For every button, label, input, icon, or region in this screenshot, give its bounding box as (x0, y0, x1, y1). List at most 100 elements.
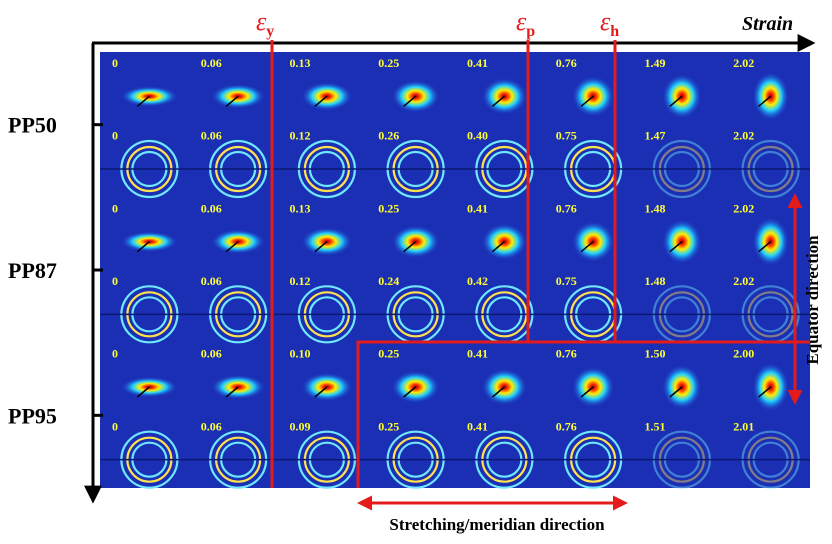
pattern-cell: 0 (100, 274, 189, 344)
pattern-cell: 0.42 (455, 274, 544, 344)
strain-label: 2.02 (733, 56, 754, 70)
beamstop (669, 241, 683, 253)
strain-label: 1.49 (645, 56, 666, 70)
strain-label: 0.25 (378, 347, 399, 361)
beamstop (314, 241, 328, 253)
strain-label: 0 (112, 419, 118, 433)
beamstop (403, 241, 417, 253)
strain-label: 0.06 (201, 56, 222, 70)
strain-label: 2.02 (733, 201, 754, 215)
pattern-cell: 0.25 (366, 419, 455, 489)
strain-label: 0 (112, 201, 118, 215)
pattern-cell: 0.12 (277, 129, 367, 199)
pattern-cell: 2.01 (721, 419, 810, 489)
beamstop (225, 386, 239, 398)
pattern-cell: 0.41 (467, 347, 527, 405)
strain-label: 0.13 (290, 56, 311, 70)
strain-label: 2.02 (733, 274, 754, 288)
strain-label: 0 (112, 129, 118, 143)
marker-y: εy (256, 7, 274, 40)
pattern-cell: 0 (100, 129, 189, 199)
strain-label: 2.01 (733, 419, 754, 433)
marker-h: εh (600, 7, 619, 40)
strain-label: 0.41 (467, 201, 488, 215)
pattern-cell: 0.10 (290, 347, 353, 401)
pattern-cell: 0.12 (277, 274, 367, 344)
beamstop (225, 241, 239, 253)
strain-label: 0.26 (378, 129, 399, 143)
beamstop (403, 386, 417, 398)
sample-label: PP50 (8, 113, 57, 138)
strain-label: 0.10 (290, 347, 311, 361)
beamstop (403, 95, 417, 107)
pattern-cell: 0.41 (467, 56, 527, 115)
sample-label: PP87 (8, 258, 57, 283)
boundary-line (356, 340, 810, 488)
axis-title: Strain (742, 13, 793, 35)
strain-label: 0.06 (201, 347, 222, 361)
beamstop (491, 386, 505, 398)
pattern-cell: 0.06 (201, 56, 265, 109)
pattern-cell: 0.76 (543, 419, 633, 489)
pattern-cell: 0.24 (366, 274, 455, 344)
beamstop (136, 95, 150, 107)
beamstop (758, 241, 772, 253)
strain-label: 0.75 (556, 129, 577, 143)
pattern-cell: 1.49 (645, 56, 702, 119)
beamstop (136, 241, 150, 253)
strain-label: 0.06 (201, 419, 222, 433)
pattern-cell: 0.13 (290, 56, 353, 111)
beamstop (314, 95, 328, 107)
pattern-cell: 0.41 (455, 419, 544, 489)
beamstop (491, 95, 505, 107)
pattern-cell: 0.76 (556, 56, 614, 117)
pattern-cell: 0.76 (556, 201, 614, 262)
pattern-cell: 2.02 (733, 201, 789, 266)
strain-label: 1.48 (645, 274, 666, 288)
pattern-cell: 0.06 (201, 347, 265, 399)
pattern-cell: 0.25 (378, 56, 440, 113)
beamstop (758, 95, 772, 107)
strain-label: 0.76 (556, 347, 577, 361)
sample-label: PP95 (8, 403, 57, 428)
strain-label: 0.06 (201, 201, 222, 215)
strain-label: 0.40 (467, 129, 488, 143)
pattern-cell: 1.51 (632, 419, 722, 489)
pattern-cell: 1.50 (645, 347, 702, 409)
pattern-cell: 0.09 (277, 419, 367, 489)
strain-label: 1.48 (645, 201, 666, 215)
strain-label: 0 (112, 56, 118, 70)
strain-label: 2.00 (733, 347, 754, 361)
strain-label: 0.75 (556, 274, 577, 288)
strain-label: 0 (112, 347, 118, 361)
pattern-cell: 2.02 (721, 129, 810, 199)
strain-label: 1.51 (645, 419, 666, 433)
pattern-cell: 0 (112, 347, 178, 398)
strain-label: 0.25 (378, 201, 399, 215)
pattern-cell: 0.06 (188, 274, 278, 344)
beamstop (669, 95, 683, 107)
pattern-cell: 0.75 (543, 274, 633, 344)
strain-label: 0.12 (290, 274, 311, 288)
strain-label: 0.06 (201, 129, 222, 143)
strain-label: 0.13 (290, 201, 311, 215)
beamstop (314, 386, 328, 398)
pattern-cell: 0.06 (188, 419, 278, 489)
pattern-cell: 1.47 (632, 129, 722, 199)
strain-label: 2.02 (733, 129, 754, 143)
strain-label: 0.25 (378, 419, 399, 433)
pattern-panel (100, 52, 810, 488)
strain-label: 0.12 (290, 129, 311, 143)
meridian-label: Stretching/meridian direction (389, 515, 605, 534)
pattern-cell: 2.00 (733, 347, 789, 411)
pattern-cell: 0.25 (378, 347, 440, 403)
pattern-cell: 0.41 (467, 201, 527, 260)
strain-label: 0.24 (378, 274, 399, 288)
marker-p: εp (516, 7, 535, 40)
equator-label: Equator direction (803, 235, 822, 365)
beamstop (758, 386, 772, 398)
strain-label: 0.76 (556, 56, 577, 70)
beamstop (136, 386, 150, 398)
beamstop (580, 386, 594, 398)
